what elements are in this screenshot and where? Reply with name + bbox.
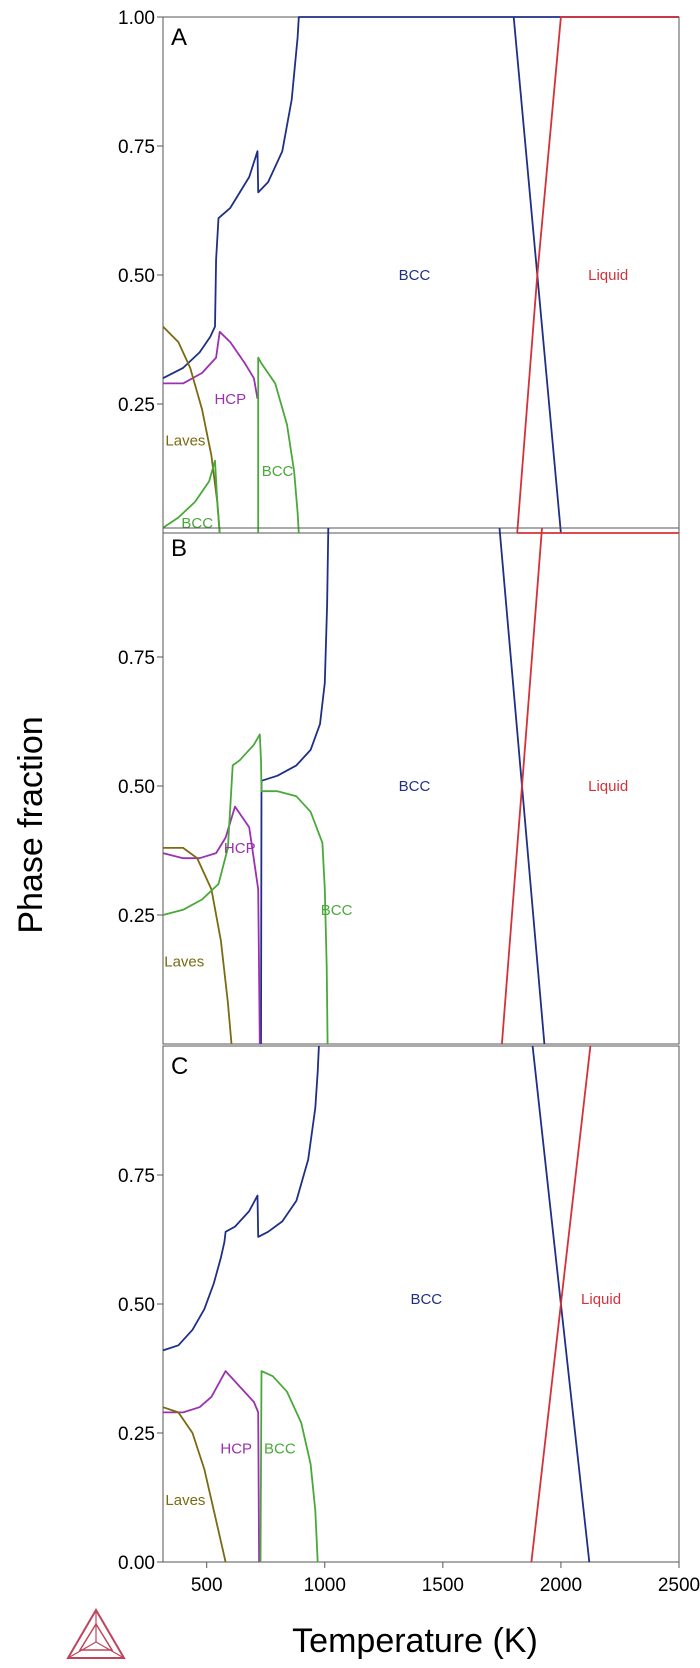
phase-label: BCC — [321, 902, 353, 919]
phase-label: HCP — [224, 840, 256, 857]
phase-label: HCP — [214, 391, 246, 408]
chart-panels: 1.00 0.75 0.50 0.25 BCC Liquid HCP Laves BCC BCC A… — [118, 8, 680, 1574]
phase-label: BCC — [262, 463, 294, 480]
x-tick-label: 1500 — [422, 1575, 464, 1596]
thermocalc-triangle-icon — [66, 1608, 126, 1659]
phase-label: Laves — [165, 1492, 205, 1509]
series-line-6 — [162, 733, 329, 1045]
series-line-4 — [163, 1370, 260, 1563]
panel-a: 1.00 0.75 0.50 0.25 BCC Liquid HCP Laves BCC BCC A — [118, 8, 680, 534]
x-tick-label: 1000 — [304, 1575, 346, 1596]
series-line-5 — [163, 330, 259, 399]
phase-label: BCC — [399, 267, 431, 284]
y-tick-label: 1.00 — [118, 8, 155, 29]
phase-label: BCC — [410, 1291, 442, 1308]
phase-label: BCC — [399, 778, 431, 795]
series-line-5 — [163, 847, 233, 1045]
series-line-6 — [162, 325, 221, 534]
y-tick-label: 0.25 — [118, 395, 155, 416]
y-tick-label: 0.25 — [118, 1424, 155, 1445]
series-line-3 — [501, 527, 543, 1045]
series-line-5 — [162, 1406, 227, 1563]
series-line-3 — [530, 1045, 592, 1563]
phase-label: Laves — [164, 954, 204, 971]
series-line-1 — [162, 1045, 320, 1352]
phase-label: Liquid — [588, 778, 628, 795]
x-tick-label: 2500 — [658, 1575, 700, 1596]
y-tick-label: 0.75 — [118, 1166, 155, 1187]
y-tick-label: 0.50 — [118, 777, 155, 798]
y-tick-label: 0.75 — [118, 648, 155, 669]
panel-letter: C — [171, 1053, 188, 1080]
panel-c: 0.75 0.50 0.25 0.00 BCC Liquid HCP BCC Laves C — [118, 1045, 680, 1574]
phase-label: Liquid — [581, 1291, 621, 1308]
series-line-7 — [162, 459, 221, 534]
phase-label: Laves — [165, 432, 205, 449]
x-tick-label: 500 — [191, 1575, 223, 1596]
series-line-1 — [260, 527, 330, 1045]
series-line-6 — [259, 1370, 319, 1563]
series-line-3 — [516, 16, 679, 534]
x-tick-label: 2000 — [540, 1575, 582, 1596]
phase-label: Liquid — [588, 267, 628, 284]
series-line-4 — [162, 805, 261, 1045]
y-tick-label: 0.50 — [118, 266, 155, 287]
series-line-1 — [162, 16, 679, 380]
x-axis: 500 1000 1500 2000 2500 — [191, 1562, 700, 1596]
series-line-8 — [257, 356, 300, 534]
phase-label: BCC — [264, 1441, 296, 1458]
x-axis-title: Temperature (K) — [292, 1622, 538, 1660]
panel-letter: A — [171, 24, 187, 51]
panel-letter: B — [171, 535, 187, 562]
y-axis-title: Phase fraction — [12, 716, 50, 933]
phase-label: HCP — [220, 1441, 252, 1458]
y-tick-label: 0.25 — [118, 906, 155, 927]
y-tick-label: 0.00 — [118, 1553, 155, 1574]
y-tick-label: 0.50 — [118, 1295, 155, 1316]
phase-label: BCC — [181, 515, 213, 532]
y-tick-label: 0.75 — [118, 137, 155, 158]
panel-b: 0.75 0.50 0.25 BCC Liquid HCP BCC Laves B — [118, 527, 680, 1045]
